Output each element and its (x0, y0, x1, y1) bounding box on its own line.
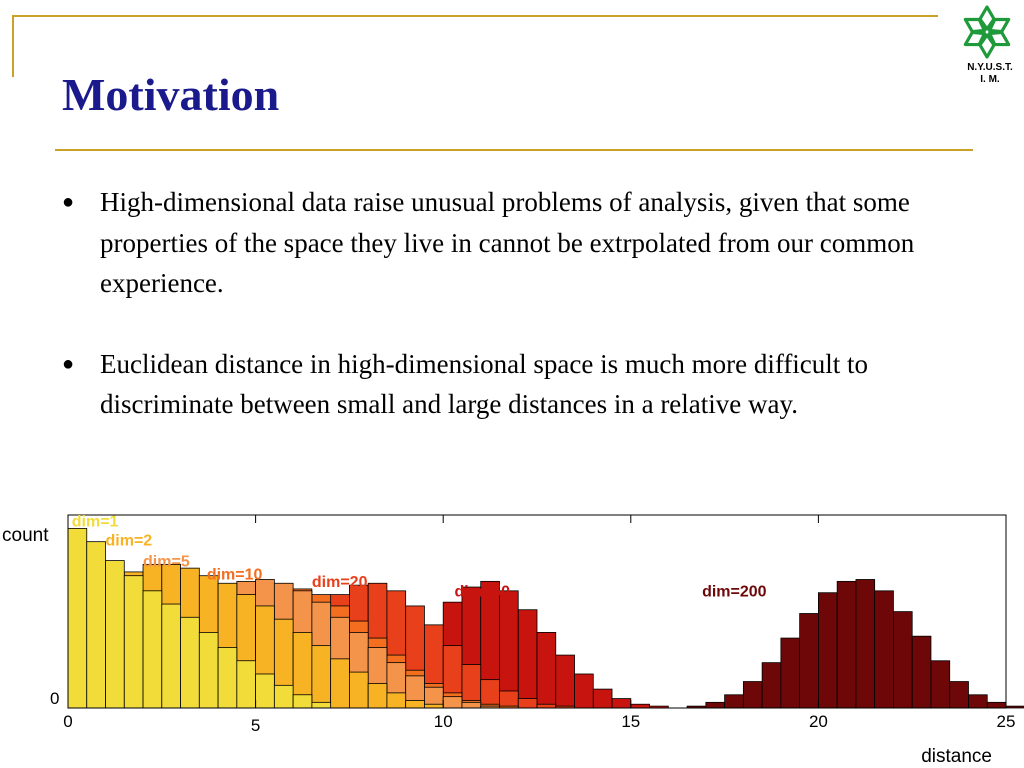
histogram-bar (1005, 705, 1024, 709)
histogram-bar (311, 701, 332, 709)
histogram-bar (480, 679, 500, 709)
histogram-bar (161, 603, 181, 709)
distance-histogram-chart: count 0 distance 0 5 10 15 20 25 dim=1dim=2di… (2, 514, 1024, 767)
histogram-bar (611, 698, 632, 709)
histogram-bar (86, 541, 106, 709)
histogram-bar (67, 528, 88, 709)
histogram-bar (986, 701, 1007, 709)
top-border-rule (12, 15, 938, 17)
series-label: dim=20 (312, 574, 368, 591)
x-axis-label: distance (921, 746, 992, 767)
histogram-bar (405, 700, 425, 709)
histogram-bar (911, 635, 932, 709)
histogram-bar (930, 660, 951, 709)
histogram-bar (217, 647, 238, 709)
histogram-bar (517, 609, 538, 709)
histogram-bar (499, 690, 519, 709)
histogram-bar (874, 590, 894, 709)
x-tick-labels: 0 5 10 15 20 25 (63, 712, 1015, 735)
y-tick-label: 0 (50, 689, 59, 708)
nyust-emblem-icon (963, 5, 1011, 59)
histogram-bar (236, 660, 256, 709)
series-label: dim=200 (702, 583, 767, 600)
bullet-dot-icon: ● (62, 352, 75, 375)
series-label: dim=2 (106, 532, 153, 549)
histogram-bar (536, 703, 557, 709)
bullet-item: ● High-dimensional data raise unusual pr… (62, 182, 962, 304)
title-underline-rule (55, 149, 973, 151)
histogram-bar (330, 658, 350, 709)
histogram-bar (499, 590, 519, 709)
plot-frame (67, 514, 1007, 709)
histogram-bar (630, 703, 650, 709)
histogram-bar (311, 645, 332, 709)
histogram-bar (799, 613, 819, 709)
emblem-leaf (963, 17, 987, 34)
histogram-bar (198, 631, 219, 709)
bullet-text: High-dimensional data raise unusual prob… (100, 187, 915, 298)
logo-text-line2: I. M. (980, 74, 1000, 85)
histogram-bar (386, 692, 407, 709)
histogram-bar (818, 592, 838, 709)
histogram-bar (968, 694, 988, 709)
histogram-bars (67, 528, 1024, 709)
slide-title: Motivation (62, 69, 280, 120)
histogram-bar (724, 694, 744, 709)
histogram-bar (855, 579, 876, 709)
histogram-bar (442, 696, 463, 709)
left-border-rule (12, 15, 14, 77)
histogram-bar (105, 560, 125, 709)
histogram-bar (461, 701, 482, 709)
x-tick-label: 20 (809, 712, 828, 731)
histogram-bar (123, 575, 144, 709)
histogram-bar (292, 694, 313, 709)
x-tick-label: 25 (997, 712, 1016, 731)
axis-ticks (67, 515, 1007, 709)
bullet-text: Euclidean distance in high-dimensional s… (100, 348, 869, 420)
x-tick-label: 15 (621, 712, 640, 731)
histogram-bar (592, 688, 613, 709)
histogram-bar (893, 611, 913, 709)
histogram-bar (517, 698, 538, 709)
bullet-list: ● High-dimensional data raise unusual pr… (62, 182, 962, 425)
histogram-bar (367, 683, 388, 709)
nyust-logo: N.Y.U.S.T. I. M. (950, 4, 1024, 90)
histogram-bar (780, 637, 801, 709)
histogram-bar (574, 673, 594, 709)
histogram-bar (273, 684, 294, 709)
histogram-bar (180, 616, 200, 709)
histogram-bar (348, 671, 369, 709)
x-tick-label: 0 (63, 712, 72, 731)
series-label: dim=50 (454, 583, 510, 600)
histogram-bar (742, 681, 763, 709)
histogram-bar (555, 654, 575, 709)
series-label: dim=5 (143, 553, 190, 570)
histogram-bar (536, 631, 557, 709)
x-tick-label: 10 (434, 712, 453, 731)
series-label: dim=10 (207, 566, 263, 583)
bullet-dot-icon: ● (62, 191, 75, 213)
series-label: dim=1 (72, 514, 119, 531)
histogram-bar (255, 673, 275, 709)
bullet-item: ● Euclidean distance in high-dimensional… (62, 344, 962, 425)
logo-text-line1: N.Y.U.S.T. (967, 62, 1013, 73)
x-tick-label: 5 (251, 716, 260, 735)
histogram-bar (424, 703, 444, 709)
histogram-bar (949, 681, 969, 709)
y-axis-label: count (2, 525, 49, 546)
histogram-bar (761, 662, 782, 709)
histogram-bar (142, 590, 163, 709)
histogram-bar (705, 701, 726, 709)
histogram-bar (836, 580, 857, 709)
